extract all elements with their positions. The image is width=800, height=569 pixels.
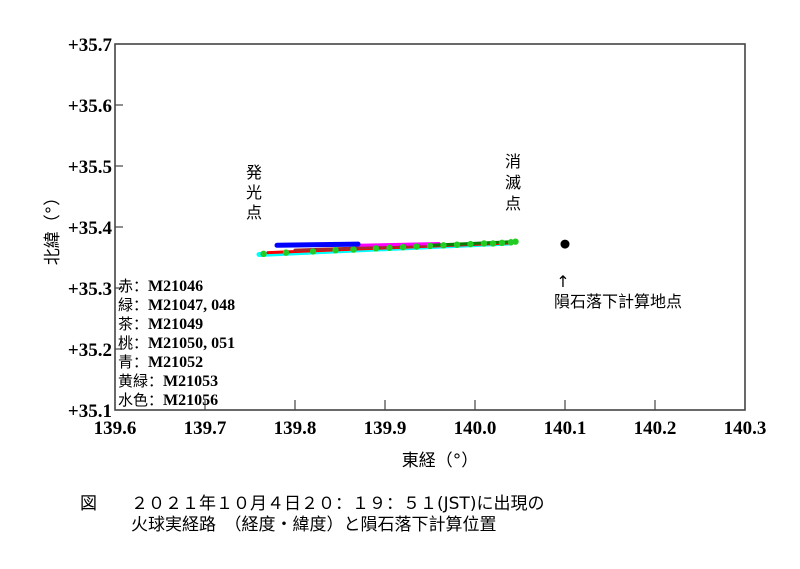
ticks [115,104,656,410]
x-tick-label: 139.9 [364,418,407,439]
data-point [282,249,290,256]
data-point [386,244,393,251]
y-tick-label: +35.7 [68,35,113,56]
data-point [309,248,317,255]
end-char-1: 消 [505,152,521,171]
data-point [399,243,407,251]
tick-labels: 139.6 139.7 139.8 139.9 140.0 140.1 140.2 140.3… [68,35,766,439]
y-tick-label: +35.2 [68,340,112,361]
data-point [498,239,506,247]
data-point [440,242,447,249]
y-tick-label: +35.6 [68,96,112,117]
meteorite-point-label: 隕石落下計算地点 [554,292,682,311]
legend-item: 黄緑：M21053 [118,372,218,390]
data-point [467,240,474,248]
meteorite-point [560,239,570,249]
data-point [426,242,434,250]
legend-item: 水色：M21056 [118,391,218,409]
data-point [489,240,497,247]
data-point [372,245,380,252]
x-tick-label: 139.7 [184,418,227,439]
legend-item: 茶：M21049 [118,315,203,333]
legend-item: 赤：M21046 [118,277,203,295]
markers [560,239,570,249]
legend-item: 桃：M21050, 051 [118,334,235,352]
caption-line-1: 図 ２０２１年１０月４日２０：１９：５１(JST)に出現の [80,494,545,514]
x-tick-label: 140.3 [724,418,767,439]
data-point [260,250,267,258]
start-char-3: 点 [246,203,262,222]
y-tick-label: +35.3 [68,279,112,300]
legend-item: 緑：M21047, 048 [118,296,235,314]
arrow-up-icon: ↑ [556,272,569,291]
plot-frame [114,43,746,411]
caption-line-2: 火球実経路 （経度・緯度）と隕石落下計算位置 [80,515,497,535]
data-point [413,243,420,250]
series-line [356,241,441,247]
y-tick-label: +35.5 [68,157,112,178]
y-tick-label: +35.1 [68,401,112,422]
legend-item: 青：M21052 [118,353,203,371]
end-char-2: 滅 [505,173,521,192]
series-line [274,241,361,248]
x-tick-label: 140.1 [544,418,587,439]
x-tick-label: 139.6 [94,418,137,439]
start-point-label: 発 光 点 [246,163,262,222]
start-char-1: 発 [246,163,262,182]
end-char-3: 点 [505,194,521,213]
y-axis-label: 北緯（°） [43,189,63,266]
x-tick-label: 139.8 [274,418,317,439]
data-point [453,241,461,248]
data-series [256,238,519,258]
data-point [512,238,519,245]
data-point [332,246,339,254]
end-point-label: 消 滅 点 [505,152,521,213]
start-char-2: 光 [246,183,262,202]
x-tick-label: 140.0 [454,418,497,439]
x-tick-label: 140.2 [634,418,677,439]
data-point [350,246,357,253]
data-point [480,240,488,247]
y-tick-label: +35.4 [68,218,113,239]
x-axis-label: 東経（°） [402,451,479,471]
figure-caption: 図 ２０２１年１０月４日２０：１９：５１(JST)に出現の 火球実経路 （経度・… [80,494,544,536]
